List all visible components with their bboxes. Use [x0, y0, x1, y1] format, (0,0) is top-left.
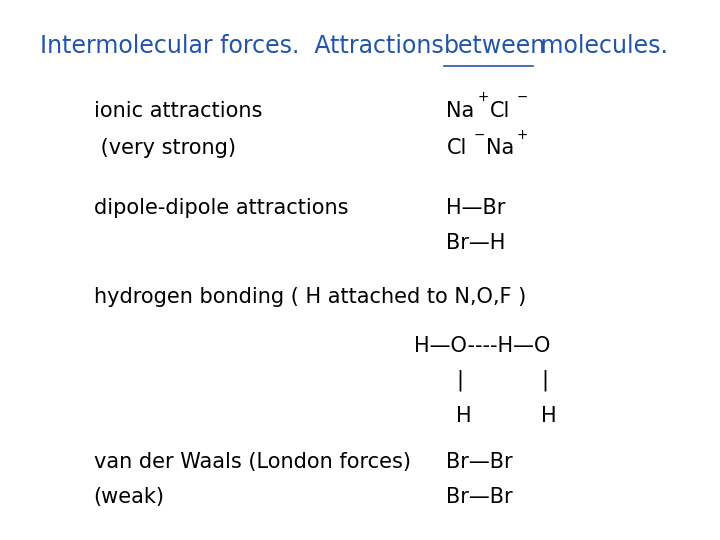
- Text: between: between: [444, 34, 546, 58]
- Text: |: |: [541, 370, 549, 392]
- Text: +: +: [517, 128, 528, 142]
- Text: Intermolecular forces.  Attractions: Intermolecular forces. Attractions: [40, 34, 451, 58]
- Text: Na: Na: [446, 100, 474, 121]
- Text: Cl: Cl: [446, 138, 467, 159]
- Text: molecules.: molecules.: [533, 34, 667, 58]
- Text: ionic attractions: ionic attractions: [94, 100, 262, 121]
- Text: H: H: [541, 406, 557, 426]
- Text: H—Br: H—Br: [446, 198, 505, 218]
- Text: Br—Br: Br—Br: [446, 451, 513, 472]
- Text: Br—H: Br—H: [446, 233, 505, 253]
- Text: +: +: [477, 90, 489, 104]
- Text: dipole-dipole attractions: dipole-dipole attractions: [94, 198, 348, 218]
- Text: van der Waals (London forces): van der Waals (London forces): [94, 451, 410, 472]
- Text: −: −: [474, 128, 485, 142]
- Text: Na: Na: [486, 138, 514, 159]
- Text: |: |: [456, 370, 464, 392]
- Text: (very strong): (very strong): [94, 138, 235, 159]
- Text: H: H: [456, 406, 472, 426]
- Text: Cl: Cl: [490, 100, 510, 121]
- Text: Br—Br: Br—Br: [446, 487, 513, 507]
- Text: H—O----H—O: H—O----H—O: [414, 335, 550, 356]
- Text: −: −: [517, 90, 528, 104]
- Text: (weak): (weak): [94, 487, 165, 507]
- Text: hydrogen bonding ( H attached to N,O,F ): hydrogen bonding ( H attached to N,O,F ): [94, 287, 526, 307]
